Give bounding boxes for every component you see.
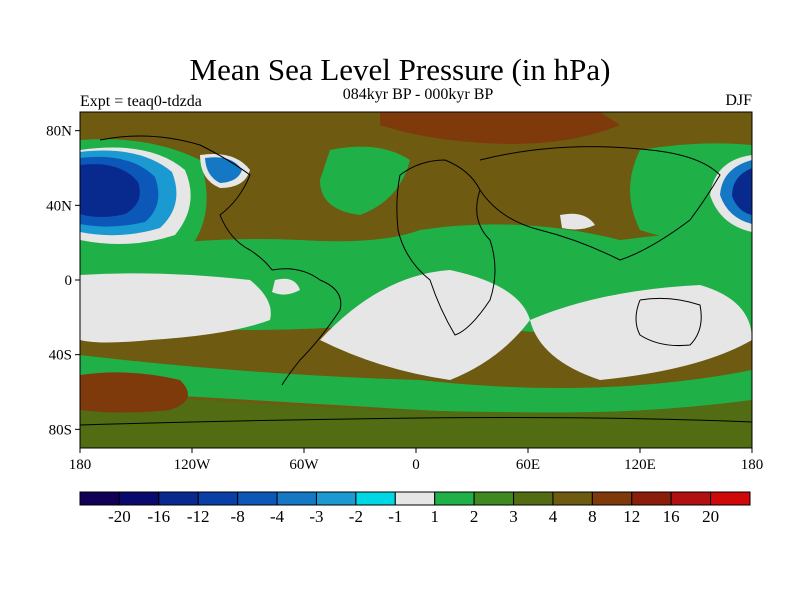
colorbar-swatch [79,491,120,506]
colorbar-swatch [315,491,357,506]
longitude-ticks: 180 120W 60W 0 60E 120E 180 [69,448,764,473]
colorbar-swatch [473,491,515,506]
season-label: DJF [725,92,752,109]
colorbar-label: 12 [623,507,640,526]
colorbar-swatch [197,491,239,506]
coast-australia [635,297,702,346]
southern-green-ring [80,355,752,414]
pacific-east-core [732,168,752,215]
coast-north-america [99,135,273,271]
colorbar-label: 3 [509,507,518,526]
colorbar-swatch [158,491,199,506]
colorbar-swatch [276,491,317,506]
colorbar-swatch [118,491,160,506]
lat-tick-label: 40N [46,198,72,214]
coast-asia [479,146,721,261]
lon-tick-label: 180 [69,457,92,473]
south-pacific-high [80,372,188,413]
east-asia-green [630,143,752,240]
atlantic-green [320,146,410,215]
colorbar-label: 8 [588,507,597,526]
lat-tick-label: 0 [65,273,73,289]
sa-grey-patch [272,278,300,295]
map-subtitle: 084kyr BP - 000kyr BP [342,86,494,103]
lon-tick-label: 120W [174,457,212,473]
map-field [80,112,752,448]
colorbar-swatch [631,491,672,506]
lon-tick-label: 0 [412,457,420,473]
colorbar-label: 16 [663,507,680,526]
latitude-ticks: 80N 40N 0 40S 80S [46,124,80,438]
lon-tick-label: 180 [741,457,764,473]
lon-tick-label: 60E [516,457,540,473]
colorbar-label: -20 [108,507,131,526]
coast-africa-europe [396,159,496,336]
colorbar-label: 4 [549,507,558,526]
colorbar [79,491,751,506]
colorbar-label: -12 [187,507,210,526]
colorbar-label: -16 [147,507,170,526]
lat-tick-label: 80N [46,124,72,140]
colorbar-swatch [710,491,751,506]
asia-grey-patch [560,213,595,230]
indian-ocean-grey [530,285,752,380]
colorbar-label: 1 [430,507,439,526]
lat-tick-label: 80S [49,422,72,438]
colorbar-swatch [591,491,633,506]
coastlines [80,135,752,426]
page-title: Mean Sea Level Pressure (in hPa) [189,52,611,87]
colorbar-swatch [513,491,554,506]
colorbar-label: -1 [388,507,402,526]
colorbar-swatch [670,491,712,506]
colorbar-label: -2 [349,507,363,526]
experiment-label: Expt = teaq0-tdzda [80,93,202,110]
coast-south-america [271,268,342,386]
colorbar-labels: -20 -16 -12 -8 -4 -3 -2 -1 1 2 3 4 8 12 16 20 [108,507,719,526]
coast-antarctica [80,417,752,426]
antarctic-band [80,390,752,448]
colorbar-swatch [434,491,475,506]
colorbar-label: 2 [470,507,479,526]
colorbar-swatch [355,491,396,506]
south-atlantic-grey [320,270,530,380]
colorbar-label: -8 [231,507,245,526]
lon-tick-label: 120E [624,457,656,473]
colorbar-swatch [394,491,436,506]
lat-tick-label: 40S [49,348,72,364]
colorbar-swatch [552,491,593,506]
arctic-high [380,112,620,144]
south-pacific-grey [80,273,271,343]
colorbar-label: -4 [270,507,285,526]
colorbar-label: -3 [309,507,323,526]
pacific-low-3 [80,164,140,217]
colorbar-label: 20 [702,507,719,526]
colorbar-swatch [237,491,278,506]
lon-tick-label: 60W [289,457,319,473]
